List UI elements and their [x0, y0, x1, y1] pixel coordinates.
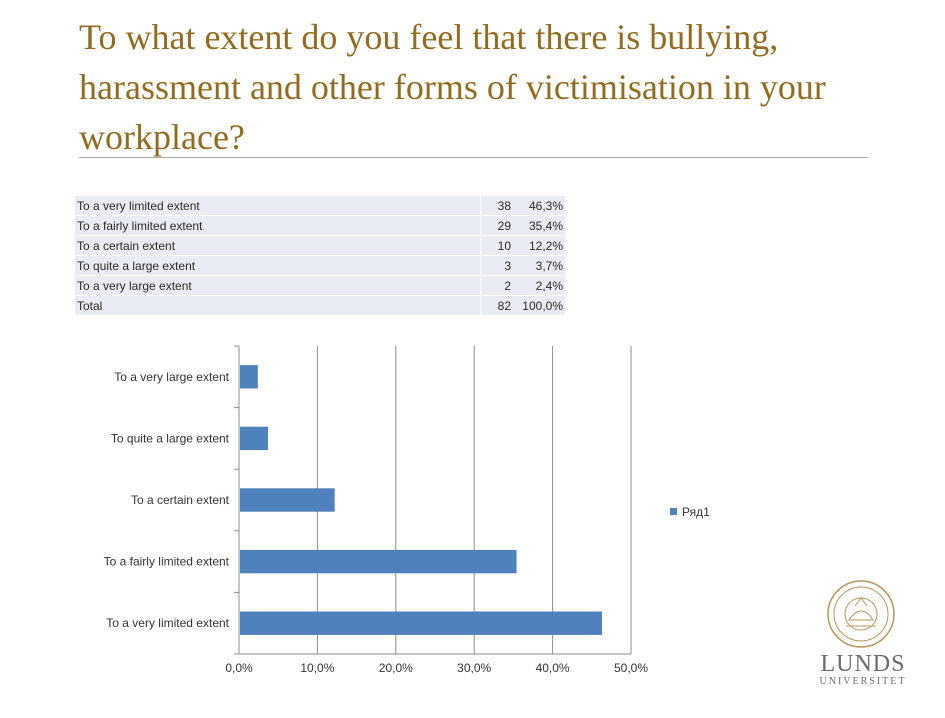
row-count: 3 — [480, 255, 513, 276]
bar — [240, 549, 517, 574]
table-row: To a fairly limited extent 29 35,4% — [75, 215, 565, 236]
x-tick-label: 10,0% — [300, 661, 334, 675]
category-label: To a fairly limited extent — [104, 555, 230, 569]
row-label: To a very large extent — [75, 275, 481, 296]
table-row: To quite a large extent 3 3,7% — [75, 255, 565, 276]
category-label: To a very limited extent — [106, 616, 229, 630]
row-percent: 35,4% — [513, 215, 565, 236]
slide-title: To what extent do you feel that there is… — [79, 17, 826, 157]
row-label: To a very limited extent — [75, 196, 481, 216]
category-label: To a certain extent — [131, 493, 230, 507]
category-label: To a very large extent — [114, 370, 229, 384]
bar — [240, 611, 602, 635]
row-count: 82 — [480, 295, 513, 316]
row-count: 10 — [480, 235, 513, 256]
row-percent: 12,2% — [513, 235, 565, 256]
row-percent: 2,4% — [513, 275, 565, 296]
row-percent: 46,3% — [513, 196, 565, 216]
bar — [240, 365, 258, 389]
x-tick-label: 30,0% — [457, 661, 491, 675]
bar — [240, 488, 335, 512]
row-count: 29 — [480, 215, 513, 236]
row-percent: 3,7% — [513, 255, 565, 276]
row-count: 2 — [480, 275, 513, 296]
row-count: 38 — [480, 196, 513, 216]
table-row: To a very limited extent 38 46,3% — [75, 196, 565, 216]
legend-label: Ряд1 — [682, 505, 710, 519]
summary-table: To a very limited extent 38 46,3% To a f… — [75, 196, 565, 316]
legend-swatch — [670, 508, 677, 515]
row-label: To a certain extent — [75, 235, 481, 256]
x-tick-label: 20,0% — [379, 661, 413, 675]
table-row: To a certain extent 10 12,2% — [75, 235, 565, 256]
x-tick-label: 50,0% — [614, 661, 648, 675]
row-label: To a fairly limited extent — [75, 215, 481, 236]
logo-subtitle: UNIVERSITET — [819, 676, 907, 687]
row-label: To quite a large extent — [75, 255, 481, 276]
title-divider — [79, 157, 868, 158]
row-percent: 100,0% — [513, 295, 565, 316]
x-tick-label: 40,0% — [536, 661, 570, 675]
logo-name: LUNDS — [820, 651, 906, 677]
table-row: To a very large extent 2 2,4% — [75, 275, 565, 296]
table-row-total: Total 82 100,0% — [75, 295, 565, 316]
x-tick-label: 0,0% — [225, 661, 253, 675]
bar — [240, 426, 269, 451]
category-label: To quite a large extent — [111, 431, 230, 445]
row-label: Total — [75, 295, 481, 316]
university-logo: LUNDS UNIVERSITET — [818, 652, 908, 688]
